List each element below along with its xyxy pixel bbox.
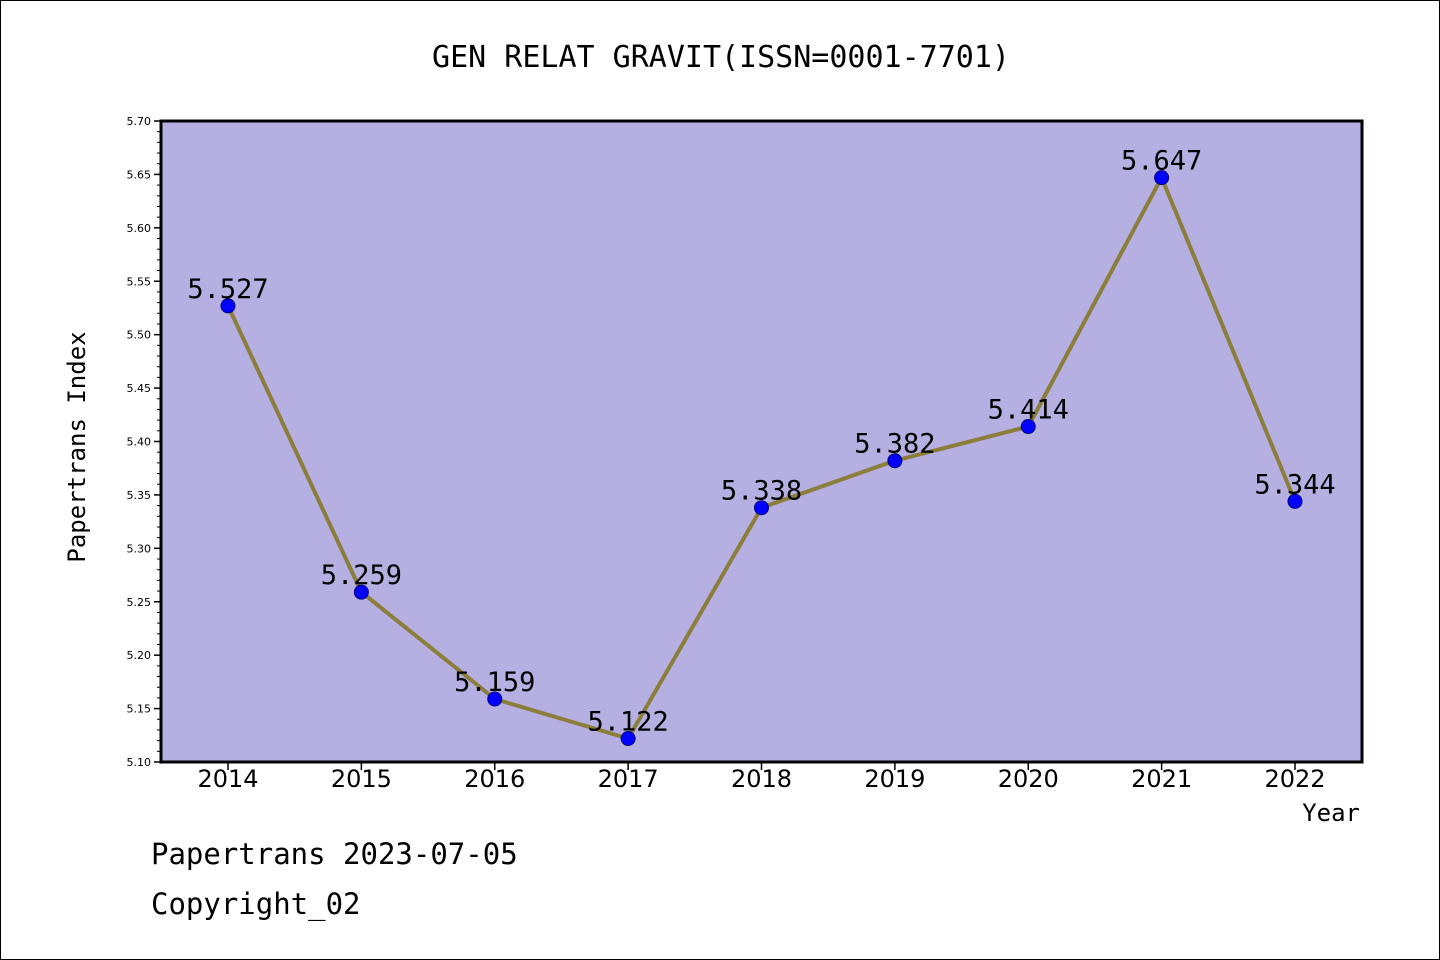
y-tick-label: 5.15 (127, 703, 152, 716)
y-tick-label: 5.60 (127, 222, 152, 235)
y-tick-label: 5.70 (127, 115, 152, 128)
data-point (1020, 419, 1036, 435)
data-point (1154, 170, 1170, 186)
y-axis-label: Papertrans Index (63, 331, 91, 562)
data-label: 5.122 (587, 706, 668, 737)
y-tick-label: 5.20 (127, 649, 152, 662)
x-tick-label: 2014 (197, 765, 258, 793)
y-tick-label: 5.55 (127, 275, 152, 288)
data-label: 5.159 (454, 667, 535, 698)
data-point (487, 691, 503, 707)
y-tick-label: 5.40 (127, 436, 152, 449)
data-label: 5.414 (988, 395, 1069, 426)
y-tick-label: 5.65 (127, 168, 152, 181)
chart-title: GEN RELAT GRAVIT(ISSN=0001-7701) (432, 40, 1010, 75)
series-markers (220, 170, 1303, 746)
data-point (1287, 493, 1303, 509)
x-tick-label: 2015 (331, 765, 392, 793)
data-label: 5.259 (321, 560, 402, 591)
source-text: Papertrans 2023-07-05 (151, 837, 518, 871)
data-point (220, 298, 236, 314)
data-point (754, 500, 769, 516)
data-label: 5.382 (854, 429, 935, 460)
data-label: 5.527 (187, 274, 268, 305)
x-tick-label: 2017 (598, 765, 659, 793)
x-axis-label: Year (1302, 799, 1360, 827)
y-tick-label: 5.30 (127, 542, 152, 555)
x-tick-label: 2019 (864, 765, 925, 793)
plot-area (159, 119, 1364, 764)
x-tick-label: 2020 (998, 765, 1059, 793)
x-tick-label: 2018 (731, 765, 792, 793)
data-point (353, 584, 369, 600)
data-point (887, 453, 903, 469)
data-label: 5.338 (721, 476, 802, 507)
data-labels: 5.527 5.259 5.159 5.122 5.338 5.382 5.414 5.647… (187, 146, 1335, 738)
x-axis: 2014 2015 2016 2017 2018 2019 2020 2021 2022 (197, 762, 1326, 793)
y-tick-label: 5.50 (127, 329, 152, 342)
data-label: 5.344 (1254, 469, 1335, 500)
copyright-text: Copyright_02 (151, 887, 361, 921)
x-tick-label: 2016 (464, 765, 525, 793)
y-tick-label: 5.35 (127, 489, 152, 502)
y-axis: 5.10 5.15 5.20 5.25 5.30 5.35 5.40 5.45 5.50 5.55… (127, 115, 161, 769)
data-label: 5.647 (1121, 146, 1202, 177)
x-tick-label: 2021 (1131, 765, 1192, 793)
x-tick-label: 2022 (1264, 765, 1325, 793)
data-point (620, 730, 636, 746)
y-tick-label: 5.45 (127, 382, 152, 395)
y-tick-label: 5.25 (127, 596, 152, 609)
y-tick-label: 5.10 (127, 756, 152, 769)
